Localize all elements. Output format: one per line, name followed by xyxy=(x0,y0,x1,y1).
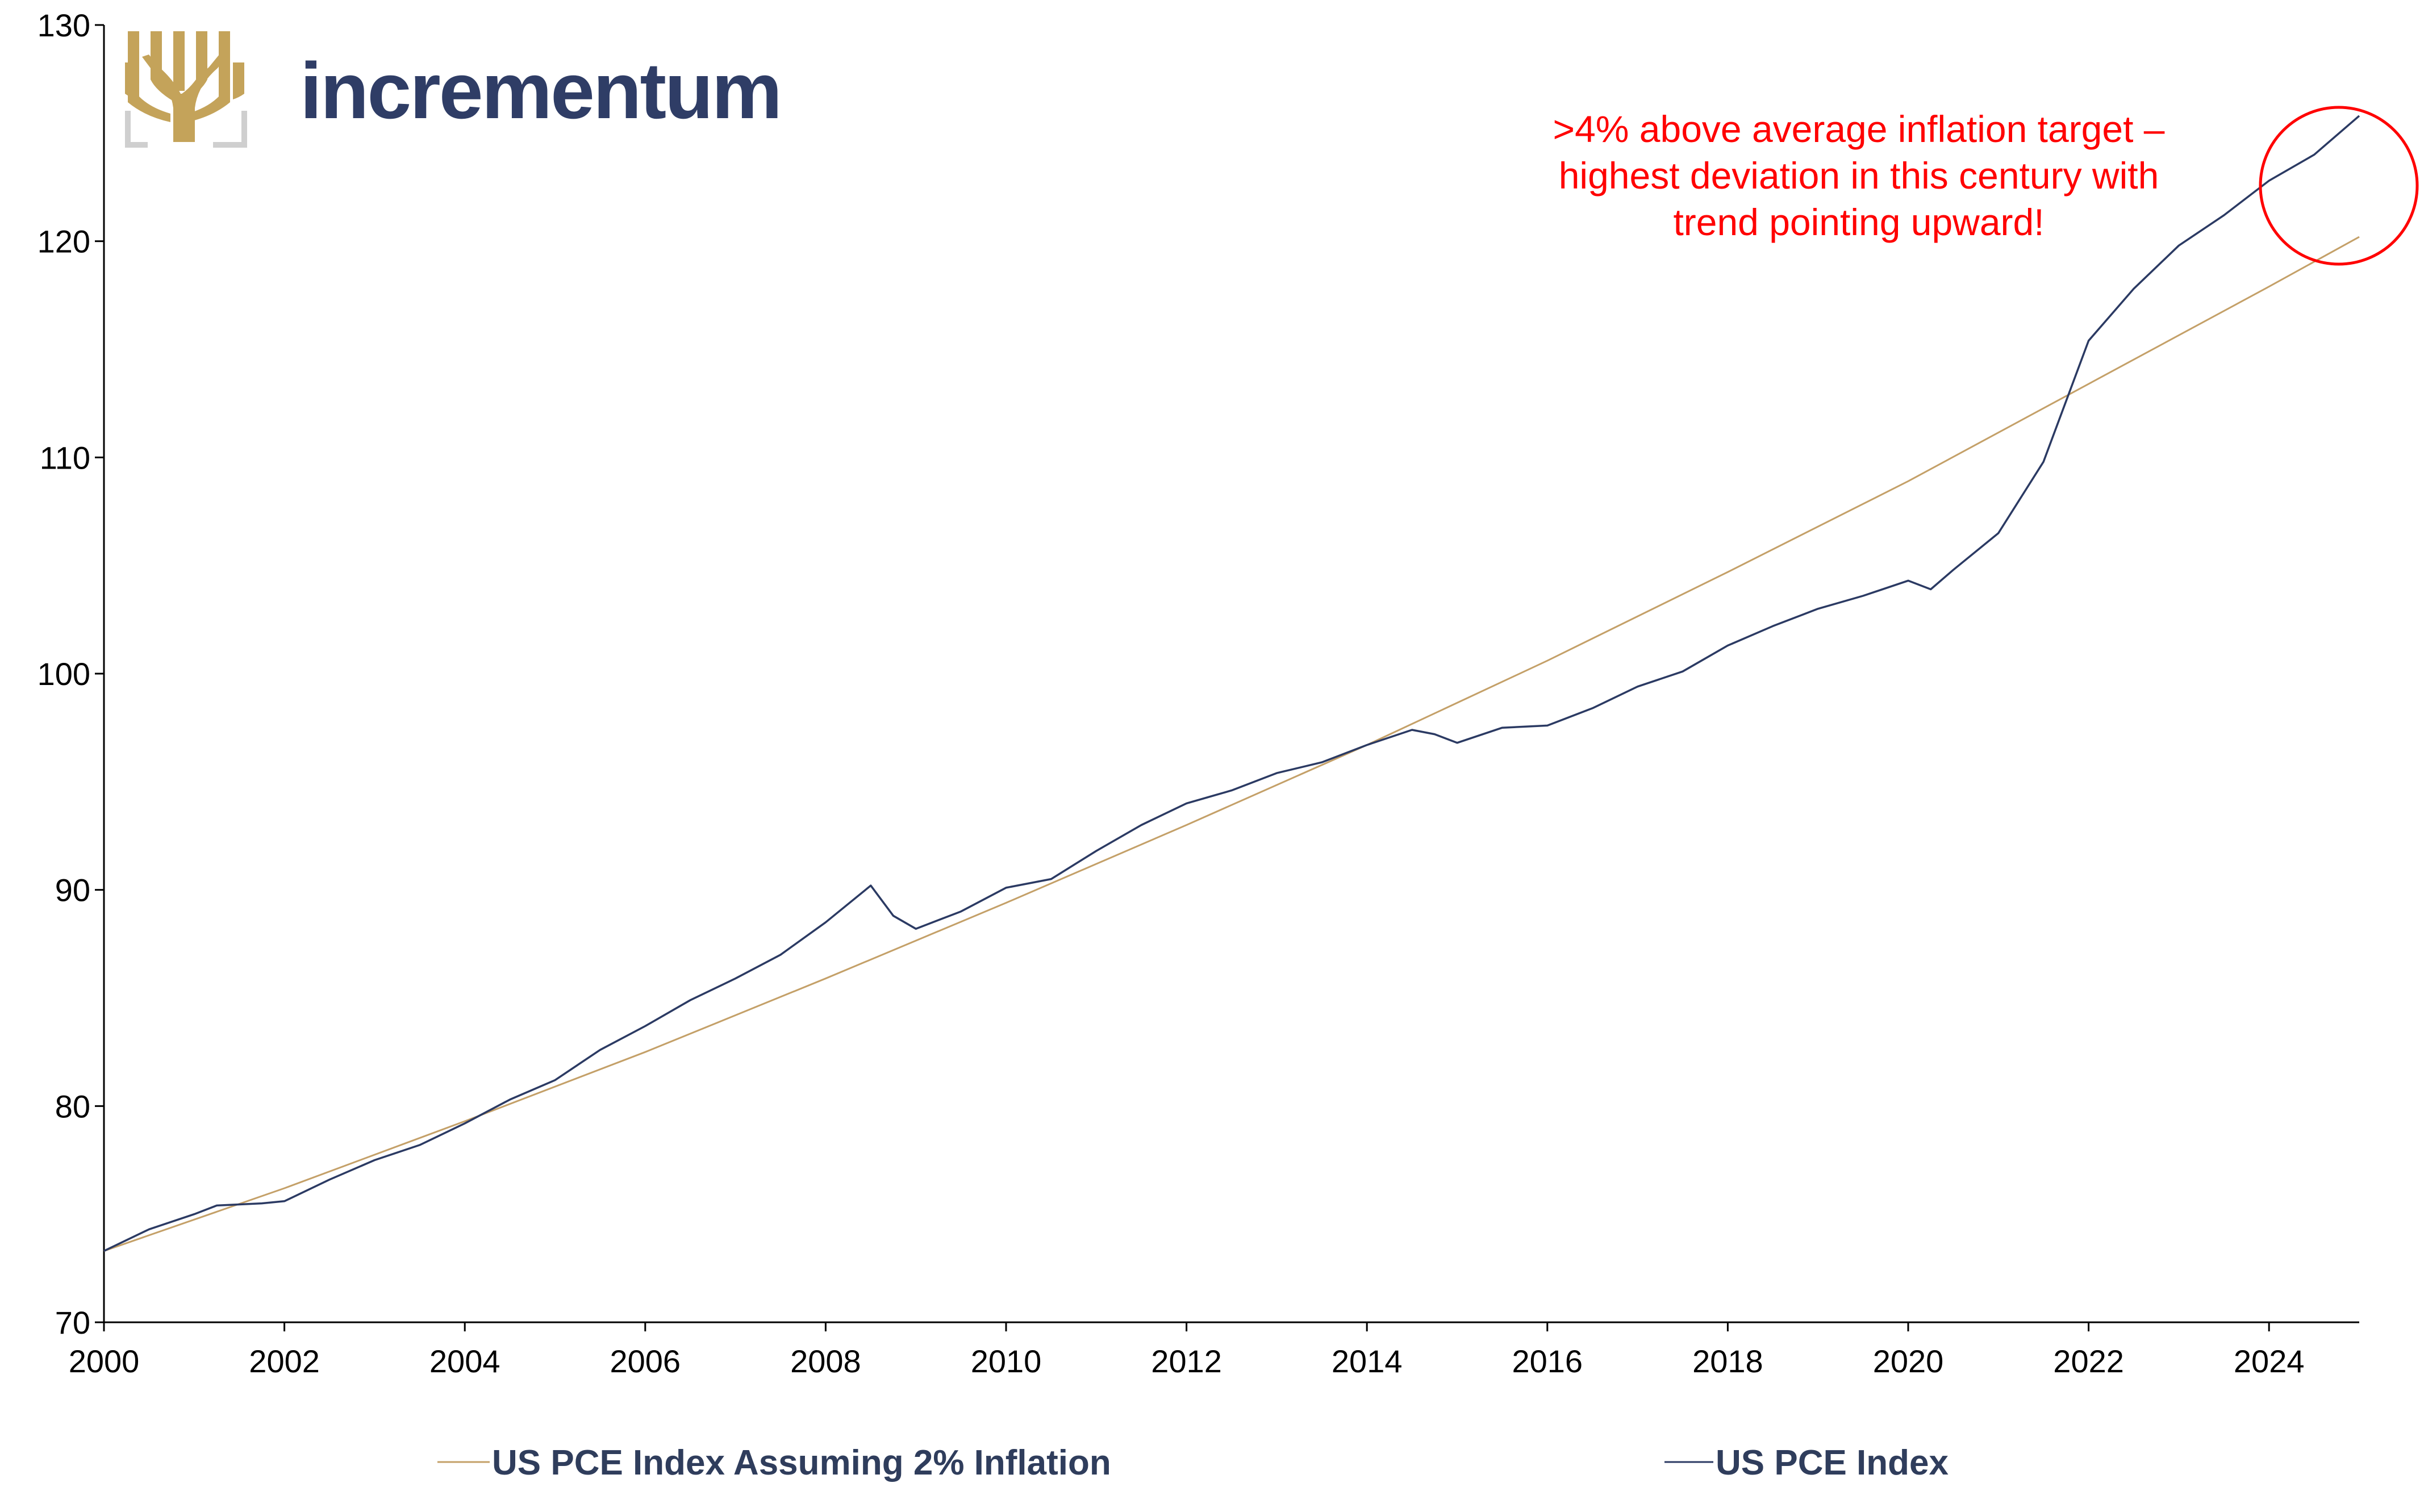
brand-name: incrementum xyxy=(300,46,781,135)
y-tick-label: 110 xyxy=(40,440,90,475)
x-tick-label: 2020 xyxy=(1873,1343,1944,1379)
y-tick-label: 100 xyxy=(37,656,90,692)
annotation: >4% above average inflation target – hig… xyxy=(1553,108,2165,243)
x-tick-label: 2014 xyxy=(1332,1343,1403,1379)
x-tick-label: 2018 xyxy=(1692,1343,1763,1379)
y-axis-ticks: 70 80 90 100 110 120 130 xyxy=(37,7,104,1340)
x-tick-label: 2024 xyxy=(2234,1343,2305,1379)
x-tick-label: 2008 xyxy=(790,1343,861,1379)
highlight-circle xyxy=(2259,106,2419,266)
legend-label-pce: US PCE Index xyxy=(1716,1443,1949,1482)
series-layer xyxy=(103,115,2360,1252)
legend: US PCE Index Assuming 2% Inflation US PC… xyxy=(437,1443,1949,1482)
x-tick-label: 2002 xyxy=(249,1343,320,1379)
x-tick-label: 2004 xyxy=(429,1343,500,1379)
series-line-us-pce xyxy=(103,115,2360,1252)
annotation-line-1: >4% above average inflation target – xyxy=(1553,108,2165,150)
tree-logo-icon xyxy=(125,31,247,148)
x-tick-label: 2010 xyxy=(971,1343,1042,1379)
annotation-line-3: trend pointing upward! xyxy=(1673,201,2044,243)
x-tick-label: 2000 xyxy=(69,1343,140,1379)
x-tick-label: 2006 xyxy=(610,1343,681,1379)
y-tick-label: 130 xyxy=(37,7,90,43)
y-tick-label: 80 xyxy=(55,1088,90,1124)
legend-label-2pct: US PCE Index Assuming 2% Inflation xyxy=(492,1443,1111,1482)
y-tick-label: 120 xyxy=(37,224,90,260)
y-tick-label: 70 xyxy=(55,1305,90,1340)
x-tick-label: 2012 xyxy=(1151,1343,1222,1379)
x-axis-ticks: 2000 2002 2004 2006 2008 2010 2012 2014 2016 2018… xyxy=(69,1322,2305,1379)
y-tick-label: 90 xyxy=(55,872,90,908)
x-tick-label: 2016 xyxy=(1512,1343,1583,1379)
series-line-2pct-inflation xyxy=(103,236,2360,1252)
x-tick-label: 2022 xyxy=(2053,1343,2124,1379)
annotation-line-2: highest deviation in this century with xyxy=(1559,154,2159,197)
